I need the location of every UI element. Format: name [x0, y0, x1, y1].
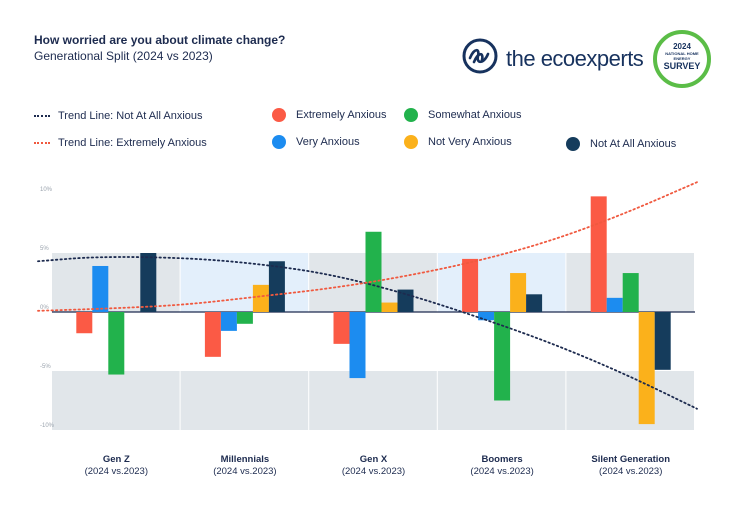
badge-line1: NATIONAL HOME ENERGY	[665, 51, 699, 61]
category-label: Gen X	[360, 454, 388, 465]
legend-not-at-all: Not At All Anxious	[566, 137, 676, 151]
bar-somewhat-anxious	[108, 312, 125, 375]
swatch-dot	[566, 137, 580, 151]
swatch-dot	[272, 135, 286, 149]
survey-badge: 2024 NATIONAL HOME ENERGY SURVEY	[653, 30, 711, 88]
trend-line-extremely	[37, 181, 698, 312]
ecoexperts-logo: the ecoexperts	[460, 38, 644, 79]
band-lower	[566, 371, 694, 430]
bar-not-at-all-anxious	[526, 294, 543, 312]
bar-extremely-anxious	[462, 258, 479, 312]
bar-not-at-all-anxious	[268, 261, 285, 312]
bar-somewhat-anxious	[494, 312, 511, 401]
swatch-dot	[404, 135, 418, 149]
legend-label: Not Very Anxious	[428, 136, 512, 148]
badge-line2: SURVEY	[663, 61, 701, 71]
bar-very-anxious	[606, 297, 623, 312]
bar-extremely-anxious	[204, 312, 221, 357]
band-upper	[52, 253, 180, 312]
category-sublabel: (2024 vs.2023)	[213, 466, 276, 477]
brand-name: the ecoexperts	[506, 45, 644, 71]
band-upper	[437, 253, 566, 312]
y-tick-label: -5%	[40, 364, 51, 370]
dotted-line-swatch	[34, 142, 50, 144]
category-label: Silent Generation	[591, 454, 670, 465]
dotted-line-swatch	[34, 115, 50, 117]
bar-not-at-all-anxious	[140, 253, 157, 312]
bar-very-anxious	[349, 312, 366, 379]
bar-extremely-anxious	[76, 312, 93, 334]
legend-label: Very Anxious	[296, 136, 360, 148]
bar-not-very-anxious	[381, 302, 398, 312]
bar-extremely-anxious	[333, 312, 350, 344]
legend-label: Not At All Anxious	[590, 138, 677, 150]
category-sublabel: (2024 vs.2023)	[85, 466, 148, 477]
chart-subtitle: Generational Split (2024 vs 2023)	[34, 49, 213, 63]
band-lower	[309, 371, 437, 430]
bar-not-very-anxious	[510, 273, 527, 312]
category-label: Gen Z	[103, 454, 130, 465]
legend-not-very: Not Very Anxious	[404, 135, 512, 149]
legend-extremely: Extremely Anxious	[272, 108, 386, 122]
category-sublabel: (2024 vs.2023)	[599, 466, 662, 477]
bar-very-anxious	[220, 312, 237, 331]
legend-trend-not-at-all: Trend Line: Not At All Anxious	[34, 110, 203, 122]
legend-somewhat: Somewhat Anxious	[404, 108, 522, 122]
bar-very-anxious	[92, 265, 109, 312]
swatch-dot	[272, 108, 286, 122]
bar-very-anxious	[478, 312, 495, 321]
legend-label: Trend Line: Extremely Anxious	[58, 137, 207, 149]
category-sublabel: (2024 vs.2023)	[342, 466, 405, 477]
legend-label: Trend Line: Not At All Anxious	[58, 110, 203, 122]
bar-somewhat-anxious	[236, 312, 253, 324]
y-tick-label: 10%	[40, 187, 53, 193]
y-tick-label: -10%	[40, 423, 55, 429]
bar-not-at-all-anxious	[654, 312, 671, 370]
legend-very: Very Anxious	[272, 135, 360, 149]
legend-label: Extremely Anxious	[296, 109, 387, 121]
bar-not-very-anxious	[638, 312, 655, 425]
swatch-dot	[404, 108, 418, 122]
trend-line-not-at-all	[37, 256, 698, 410]
bar-somewhat-anxious	[365, 231, 382, 312]
legend-trend-extremely: Trend Line: Extremely Anxious	[34, 137, 207, 149]
chart-title: How worried are you about climate change…	[34, 33, 286, 47]
y-tick-label: 5%	[40, 246, 49, 252]
band-lower	[180, 371, 309, 430]
bar-extremely-anxious	[590, 196, 607, 312]
band-lower	[52, 371, 180, 430]
category-label: Millennials	[221, 454, 270, 465]
category-label: Boomers	[482, 454, 523, 465]
y-tick-label: 0%	[40, 305, 49, 311]
badge-year: 2024	[673, 42, 691, 51]
bar-not-very-anxious	[252, 284, 269, 312]
category-sublabel: (2024 vs.2023)	[470, 466, 533, 477]
ee-monogram-icon	[460, 38, 500, 79]
bar-somewhat-anxious	[622, 273, 639, 312]
legend-label: Somewhat Anxious	[428, 109, 522, 121]
